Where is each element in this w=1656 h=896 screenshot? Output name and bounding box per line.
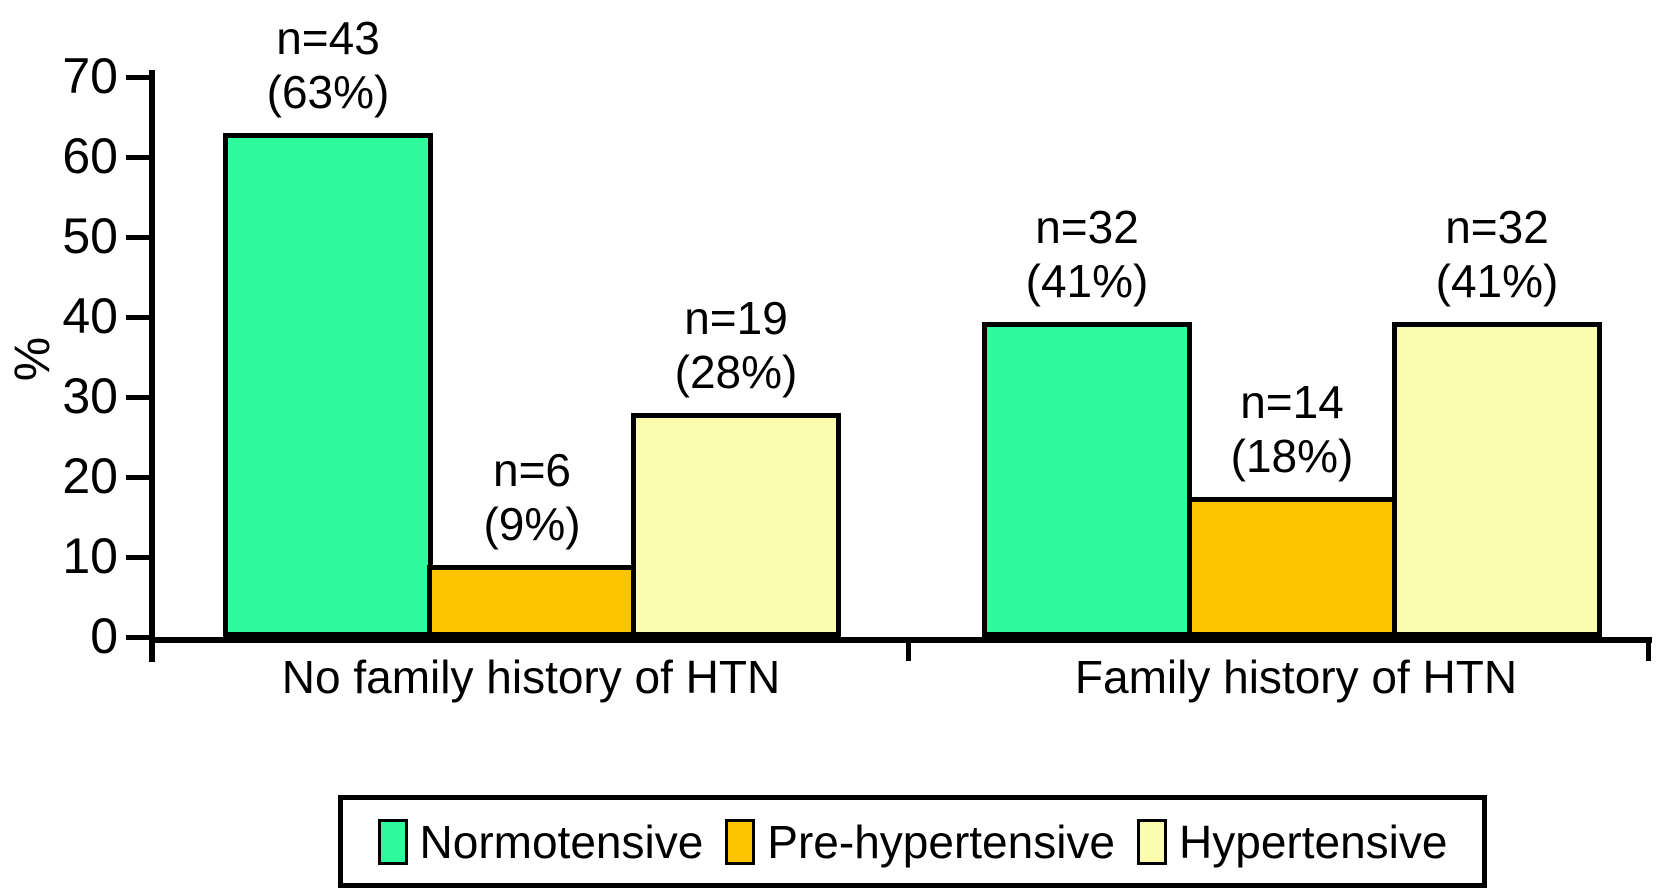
bar-hypertensive-group1 xyxy=(631,413,841,637)
legend-entry-pre-hypertensive: Pre-hypertensive xyxy=(725,817,1115,867)
bar-value-label-line: n=43 xyxy=(276,12,380,64)
y-axis-tick xyxy=(126,395,152,400)
legend-entry-hypertensive: Hypertensive xyxy=(1137,817,1447,867)
bar-value-label: n=32 (41%) xyxy=(927,200,1247,308)
bar-normotensive-group1 xyxy=(223,133,433,637)
bar-value-label: n=43 (63%) xyxy=(168,11,488,119)
bar-value-label-line: (63%) xyxy=(266,66,390,118)
legend-label: Pre-hypertensive xyxy=(767,815,1116,868)
x-axis-tick xyxy=(1646,642,1651,661)
y-tick-label: 10 xyxy=(62,528,118,584)
pre-hypertensive-swatch-icon xyxy=(725,818,756,865)
y-axis-line xyxy=(149,70,155,662)
x-axis-tick xyxy=(906,642,911,661)
y-tick-label: 50 xyxy=(62,208,118,264)
bar-normotensive-group2 xyxy=(982,322,1192,637)
bar-pre-hypertensive-group1 xyxy=(427,565,637,637)
y-axis-tick xyxy=(126,555,152,560)
y-tick-label: 40 xyxy=(62,288,118,344)
y-axis-tick xyxy=(126,315,152,320)
y-axis-tick xyxy=(126,75,152,80)
y-tick-label: 0 xyxy=(90,608,118,664)
legend-label: Hypertensive xyxy=(1179,815,1448,868)
bar-value-label: n=32 (41%) xyxy=(1337,200,1656,308)
normotensive-swatch-icon xyxy=(377,818,408,865)
y-axis-tick xyxy=(126,155,152,160)
y-axis-tick xyxy=(126,635,152,640)
legend-label: Normotensive xyxy=(419,815,704,868)
bar-value-label-line: n=19 xyxy=(684,292,788,344)
bar-value-label-line: n=6 xyxy=(492,444,572,496)
bar-hypertensive-group2 xyxy=(1392,322,1602,637)
hypertensive-swatch-icon xyxy=(1137,818,1168,865)
bar-value-label-line: (41%) xyxy=(1025,255,1149,307)
bar-value-label: n=19 (28%) xyxy=(576,291,896,399)
y-tick-label: 30 xyxy=(62,368,118,424)
bar-value-label: n=6 (9%) xyxy=(372,443,692,551)
bar-value-label-line: (41%) xyxy=(1435,255,1559,307)
bar-value-label-line: (9%) xyxy=(483,498,581,550)
legend-entry-normotensive: Normotensive xyxy=(377,815,704,868)
y-tick-label: 60 xyxy=(62,128,118,184)
bar-value-label-line: n=32 xyxy=(1445,201,1549,253)
bar-pre-hypertensive-group2 xyxy=(1187,497,1397,637)
bar-value-label-line: n=32 xyxy=(1035,201,1139,253)
y-tick-label: 70 xyxy=(62,48,118,104)
y-axis-tick xyxy=(126,235,152,240)
y-tick-label: 20 xyxy=(62,448,118,504)
bar-value-label-line: (18%) xyxy=(1230,430,1354,482)
category-label: Family history of HTN xyxy=(1074,651,1518,703)
y-axis-tick xyxy=(126,475,152,480)
bar-value-label-line: n=14 xyxy=(1240,376,1344,428)
bar-value-label: n=14 (18%) xyxy=(1132,375,1452,483)
x-axis-baseline xyxy=(149,637,1652,643)
category-label: No family history of HTN xyxy=(281,651,781,703)
bar-value-label-line: (28%) xyxy=(674,346,798,398)
legend: Normotensive Pre-hypertensive Hypertensive xyxy=(338,795,1487,888)
